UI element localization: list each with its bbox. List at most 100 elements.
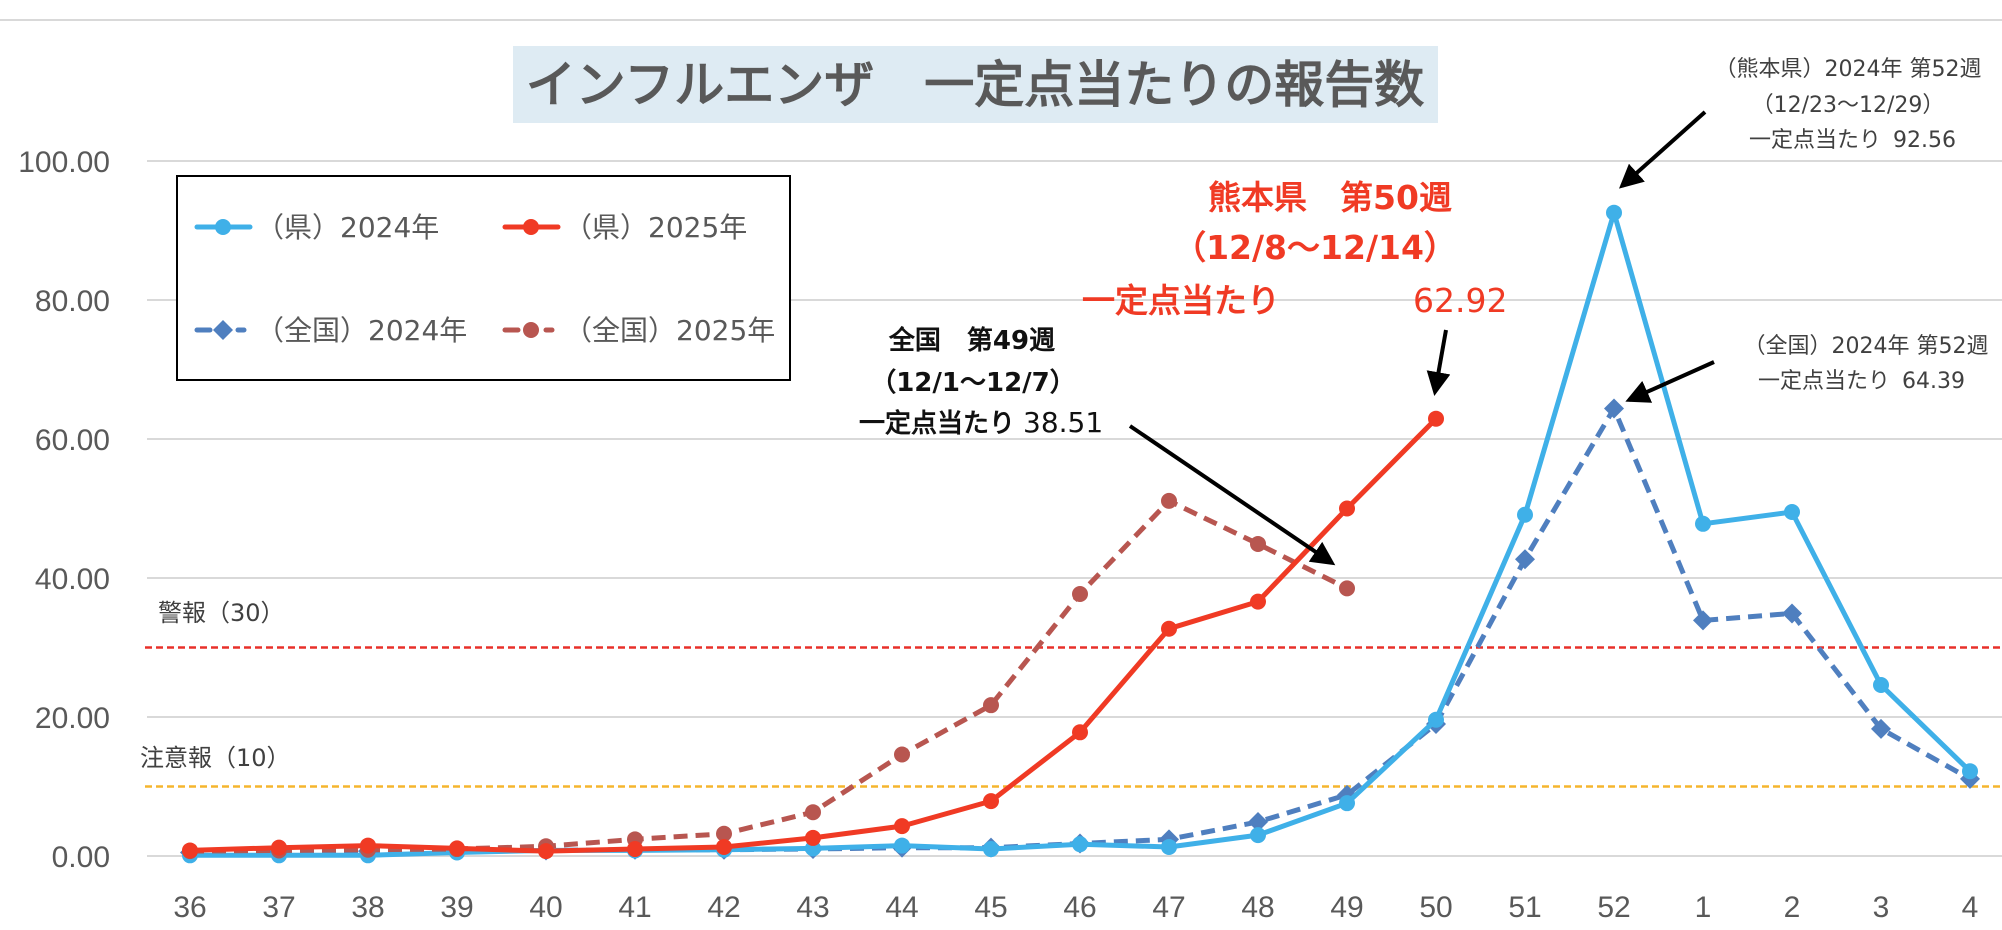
legend-marker-nat-2025 (523, 322, 539, 338)
data-point (1695, 515, 1711, 532)
x-tick-label: 2 (1784, 891, 1801, 924)
x-tick-label: 49 (1330, 891, 1363, 924)
legend-item-nat-2025: （全国）2025年 (502, 314, 775, 347)
data-point (1161, 838, 1177, 855)
x-tick-label: 45 (974, 891, 1007, 924)
data-point (983, 841, 999, 858)
legend-item-pref-2025: （県）2025年 (502, 211, 747, 244)
data-point (1515, 549, 1535, 570)
x-axis-ticks: 36 37 38 39 40 41 42 43 44 45 46 47 48 49 50 51 52 1 2 3 4 (173, 891, 1978, 924)
y-tick-label: 100.00 (18, 146, 110, 179)
y-tick-label: 20.00 (35, 702, 110, 735)
annotation-pref-2025-line-2: （12/8～12/14） (1173, 228, 1457, 267)
advisory-label: 注意報（10） (140, 744, 291, 772)
annotation-pref-2024-value: 92.56 (1893, 128, 1956, 153)
legend-marker-pref-2025 (523, 219, 539, 235)
data-point (1339, 500, 1355, 517)
data-point (1072, 724, 1088, 741)
data-point (1693, 610, 1713, 631)
data-point (983, 697, 999, 714)
x-tick-label: 52 (1597, 891, 1630, 924)
data-point (1784, 503, 1800, 520)
x-tick-label: 3 (1873, 891, 1890, 924)
data-point (1161, 492, 1177, 509)
annotation-nat-2025-value: 38.51 (1023, 406, 1103, 439)
title-background (513, 46, 1438, 123)
x-tick-label: 46 (1063, 891, 1096, 924)
legend: （県）2024年 （県）2025年 （全国）2024年 （全国）2025年 (176, 175, 791, 381)
data-point (1072, 585, 1088, 602)
data-point (1871, 718, 1891, 739)
x-tick-label: 4 (1962, 891, 1979, 924)
data-point (182, 842, 198, 859)
data-point (1873, 677, 1889, 694)
x-tick-label: 37 (262, 891, 295, 924)
arrow-nat-2025 (1128, 424, 1336, 566)
annotation-pref-2024-line-1: （熊本県）2024年 第52週 (1715, 57, 1982, 82)
data-point (1606, 204, 1622, 221)
arrow-pref-2024 (1619, 110, 1707, 189)
x-tick-label: 36 (173, 891, 206, 924)
data-point (1962, 763, 1978, 780)
data-point (360, 837, 376, 854)
x-tick-label: 51 (1508, 891, 1541, 924)
data-point (716, 825, 732, 842)
data-point (716, 838, 732, 855)
series-2 (180, 398, 1980, 863)
x-tick-label: 44 (885, 891, 918, 924)
data-point (1161, 620, 1177, 637)
x-tick-label: 47 (1152, 891, 1185, 924)
annotation-nat-2024: （全国）2024年 第52週 一定点当たり 64.39 (1744, 334, 1989, 394)
y-tick-label: 40.00 (35, 563, 110, 596)
annotation-nat-2025-line-1: 全国 第49週 (888, 325, 1055, 356)
data-point (1604, 398, 1624, 419)
annotation-pref-2025: 熊本県 第50週 （12/8～12/14） 一定点当たり 62.92 (1082, 178, 1507, 320)
data-point (1248, 811, 1268, 832)
data-point (1072, 836, 1088, 853)
data-point (983, 793, 999, 810)
legend-item-pref-2024: （県）2024年 (194, 211, 439, 244)
data-point (894, 837, 910, 854)
y-axis-ticks: 0.00 20.00 40.00 60.00 80.00 100.00 (18, 146, 110, 874)
legend-label-pref-2024: （県）2024年 (256, 211, 439, 244)
series-3 (182, 492, 1355, 860)
annotation-pref-2025-value: 62.92 (1413, 281, 1507, 320)
data-point (1517, 506, 1533, 523)
data-point (1428, 711, 1444, 728)
data-point (627, 841, 643, 858)
data-point (805, 829, 821, 846)
annotation-pref-2024: （熊本県）2024年 第52週 （12/23～12/29） 一定点当たり 92.… (1715, 57, 1982, 153)
data-point (894, 746, 910, 763)
series-layer (180, 204, 1980, 864)
data-point (449, 840, 465, 857)
data-point (1250, 593, 1266, 610)
x-tick-label: 50 (1419, 891, 1452, 924)
annotation-nat-2025-line-2: （12/1～12/7） (870, 368, 1076, 398)
x-tick-label: 38 (351, 891, 384, 924)
legend-label-nat-2024: （全国）2024年 (256, 314, 467, 347)
x-tick-label: 1 (1695, 891, 1712, 924)
annotation-nat-2024-line-2: 一定点当たり (1758, 369, 1890, 394)
legend-box (176, 175, 791, 381)
arrow-nat-2024 (1625, 360, 1715, 403)
annotation-nat-2025-line-3: 一定点当たり (859, 408, 1015, 439)
annotation-pref-2025-line-3: 一定点当たり (1082, 281, 1280, 320)
x-tick-label: 39 (440, 891, 473, 924)
data-point (805, 804, 821, 821)
data-point (1339, 580, 1355, 597)
x-tick-label: 41 (618, 891, 651, 924)
annotation-pref-2024-line-2: （12/23～12/29） (1752, 93, 1945, 118)
annotation-pref-2024-line-3: 一定点当たり (1749, 128, 1881, 153)
legend-label-pref-2025: （県）2025年 (564, 211, 747, 244)
series-1 (182, 410, 1444, 860)
annotation-nat-2024-line-1: （全国）2024年 第52週 (1744, 334, 1989, 359)
chart-title: インフルエンザ 一定点当たりの報告数 (526, 56, 1425, 114)
data-point (1428, 410, 1444, 427)
arrow-pref-2025 (1426, 329, 1451, 396)
data-point (894, 818, 910, 835)
x-tick-label: 48 (1241, 891, 1274, 924)
y-tick-label: 80.00 (35, 285, 110, 318)
y-tick-label: 0.00 (52, 841, 110, 874)
warning-label: 警報（30） (158, 599, 285, 627)
